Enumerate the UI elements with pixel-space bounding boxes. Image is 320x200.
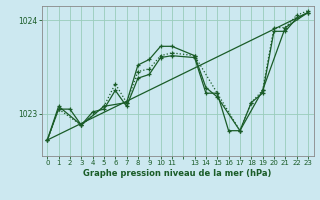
X-axis label: Graphe pression niveau de la mer (hPa): Graphe pression niveau de la mer (hPa) <box>84 169 272 178</box>
